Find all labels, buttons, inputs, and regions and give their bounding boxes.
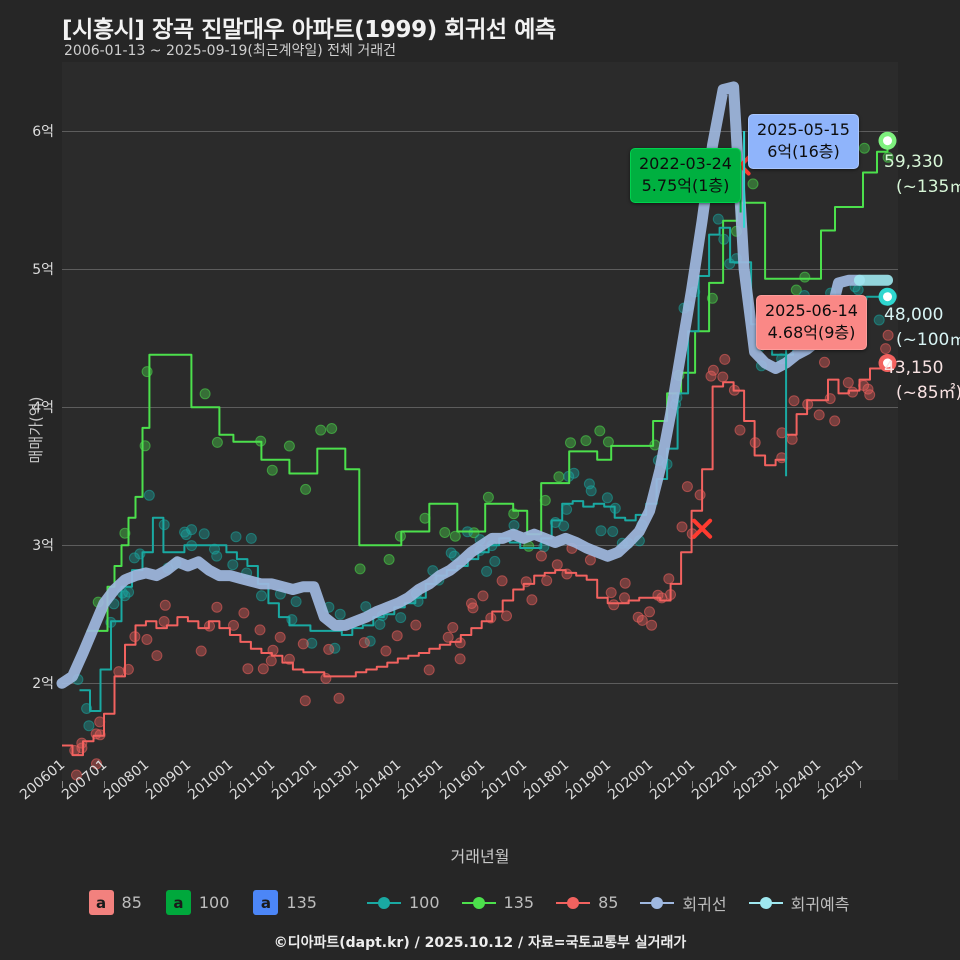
legend-chip-label: 135 xyxy=(286,893,317,912)
footer-credit: ©디아파트(dapt.kr) / 2025.10.12 / 자료=국토교통부 실… xyxy=(273,935,687,951)
legend-series-회귀선[interactable]: 회귀선 xyxy=(640,891,744,915)
x-tick-mark xyxy=(775,781,777,788)
legend-marker-icon xyxy=(556,895,591,911)
end-label-100: 48,000 (~100㎡) xyxy=(884,305,960,350)
end-label-value: 48,000 xyxy=(884,305,944,325)
callout-value: 6억(16층) xyxy=(767,142,840,161)
series-line-regression xyxy=(56,81,865,689)
y-tick-label: 3억 xyxy=(32,538,54,555)
legend-marker-icon xyxy=(366,895,401,911)
legend-series-label: 회귀예측 xyxy=(790,894,850,914)
page-subtitle: 2006-01-13 ~ 2025-09-19(최근계약일) 전체 거래건 xyxy=(64,43,396,59)
callout-value: 4.68억(9층) xyxy=(767,323,856,342)
y-tick-label: 4억 xyxy=(32,400,54,417)
x-tick-mark xyxy=(145,781,147,788)
x-tick-mark xyxy=(397,781,399,788)
x-tick-mark xyxy=(355,781,357,788)
x-tick-mark xyxy=(187,781,189,788)
gridline-y-6 xyxy=(62,131,898,133)
x-tick-mark xyxy=(691,781,693,788)
legend-series-label: 135 xyxy=(503,893,535,912)
x-tick-mark xyxy=(817,781,819,788)
x-tick-mark xyxy=(523,781,525,788)
x-tick-mark xyxy=(607,781,609,788)
legend: a 85 a 100 a 135 100 135 85 회귀선 회귀예측 xyxy=(0,890,960,915)
end-marker-85-core xyxy=(883,358,893,368)
x-tick-mark xyxy=(649,781,651,788)
end-marker-135-core xyxy=(883,136,893,146)
callout-value: 5.75억(1층) xyxy=(641,176,730,195)
plot-area xyxy=(62,62,898,780)
x-tick-mark xyxy=(733,781,735,788)
legend-marker-icon xyxy=(640,895,675,911)
legend-series-100[interactable]: 100 xyxy=(366,893,458,912)
end-label-value: 59,330 xyxy=(884,152,944,172)
legend-chip-label: 85 xyxy=(121,893,142,912)
callout-date: 2025-05-15 xyxy=(757,120,850,139)
gridline-y-4 xyxy=(62,407,898,409)
callout-green[interactable]: 2022-03-24 5.75억(1층) xyxy=(630,148,741,203)
end-label-unit: (~135㎡) xyxy=(896,177,960,197)
callout-blue[interactable]: 2025-05-15 6억(16층) xyxy=(748,114,859,169)
end-label-unit: (~100㎡) xyxy=(896,330,960,350)
legend-series-135[interactable]: 135 xyxy=(461,893,553,912)
x-tick-mark xyxy=(271,781,273,788)
legend-chip-100[interactable]: a 100 xyxy=(165,890,248,915)
end-label-135: 59,330 (~135㎡) xyxy=(884,152,960,197)
legend-marker-icon xyxy=(461,895,496,911)
y-tick-label: 2억 xyxy=(32,676,54,693)
end-marker-100-core xyxy=(883,292,893,302)
legend-series-label: 100 xyxy=(408,893,440,912)
x-axis-title: 거래년월 xyxy=(450,847,510,866)
legend-marker-icon xyxy=(748,895,783,911)
end-label-85: 43,150 (~85㎡) xyxy=(884,358,960,403)
annotation-cross-icon-2 xyxy=(692,518,713,539)
legend-chip-135[interactable]: a 135 xyxy=(253,890,335,915)
legend-chip-label: 100 xyxy=(198,893,230,912)
x-tick-mark xyxy=(103,781,105,788)
end-label-unit: (~85㎡) xyxy=(896,383,960,403)
gridline-y-5 xyxy=(62,269,898,271)
legend-series-label: 회귀선 xyxy=(682,894,727,914)
y-tick-label: 5억 xyxy=(32,262,54,279)
page-title: [시흥시] 장곡 진말대우 아파트(1999) 회귀선 예측 xyxy=(62,17,556,43)
legend-chip-glyph: a xyxy=(253,890,279,915)
series-line-135 xyxy=(86,140,889,632)
x-tick-mark xyxy=(62,781,63,788)
x-tick-mark xyxy=(481,781,483,788)
legend-series-85[interactable]: 85 xyxy=(556,893,636,912)
legend-chip-glyph: a xyxy=(88,890,114,915)
legend-series-회귀예측[interactable]: 회귀예측 xyxy=(748,891,868,915)
x-tick-mark xyxy=(229,781,231,788)
callout-date: 2025-06-14 xyxy=(765,301,858,320)
x-tick-mark xyxy=(439,781,441,788)
legend-chip-glyph: a xyxy=(165,890,191,915)
legend-chip-85[interactable]: a 85 xyxy=(88,890,160,915)
series-line-85 xyxy=(62,362,888,757)
x-tick-mark xyxy=(565,781,567,788)
callout-date: 2022-03-24 xyxy=(639,154,732,173)
callout-red[interactable]: 2025-06-14 4.68억(9층) xyxy=(756,295,867,350)
gridline-y-2 xyxy=(62,683,898,685)
x-tick-mark xyxy=(859,781,861,788)
end-label-value: 43,150 xyxy=(884,358,944,378)
legend-series-label: 85 xyxy=(598,893,619,912)
y-tick-label: 6억 xyxy=(32,124,54,141)
x-tick-mark xyxy=(313,781,315,788)
